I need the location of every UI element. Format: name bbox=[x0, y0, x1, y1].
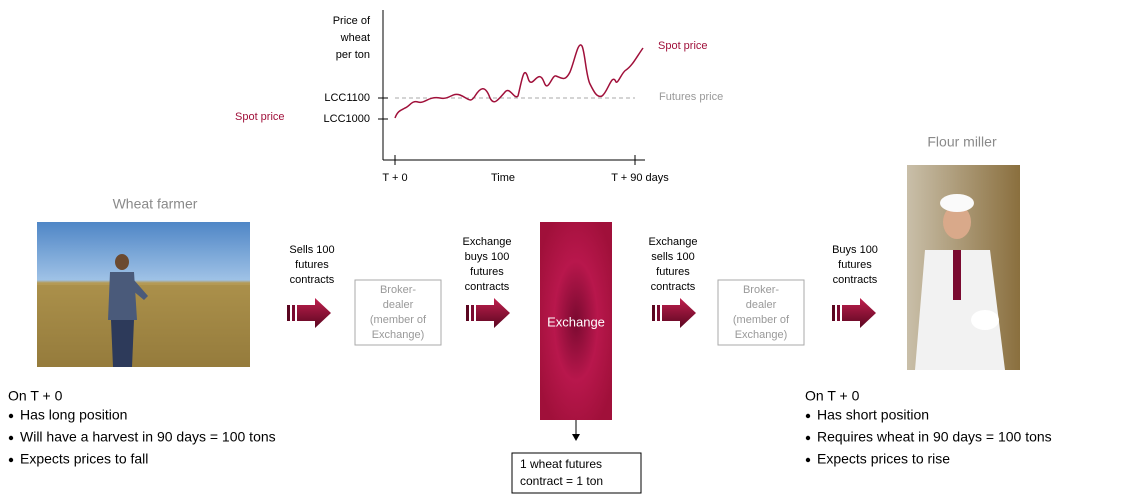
broker-labels: Broker-dealer (member of Exchange) Broker-d… bbox=[370, 284, 790, 341]
futures-price-label: Futures price bbox=[659, 91, 723, 103]
note-box bbox=[511, 452, 642, 494]
bullet bbox=[805, 457, 811, 463]
price-chart: Price of wheat per ton LCC1100 LCC1000 S… bbox=[235, 10, 723, 184]
flow-text: Exchange bbox=[649, 236, 698, 248]
broker-box bbox=[717, 279, 805, 346]
farmer-photo bbox=[37, 222, 250, 367]
broker-text: Broker- bbox=[743, 284, 779, 296]
broker-text: Exchange) bbox=[735, 329, 788, 341]
y-label: per ton bbox=[336, 49, 370, 61]
flow-text: buys 100 bbox=[465, 251, 510, 263]
farmer-bullets: Has long position Will have a harvest in … bbox=[8, 407, 276, 467]
flow-text: Exchange bbox=[463, 236, 512, 248]
spot-price-curve bbox=[394, 44, 644, 119]
flow-arrow bbox=[832, 298, 876, 328]
bullet bbox=[8, 413, 14, 419]
flow-arrow bbox=[287, 298, 331, 328]
y-label: Price of bbox=[333, 15, 371, 27]
flow-text: contracts bbox=[651, 281, 696, 293]
bullet bbox=[8, 457, 14, 463]
flow-text: sells 100 bbox=[651, 251, 694, 263]
bullet-text: Expects prices to rise bbox=[817, 451, 950, 467]
broker-text: (member of bbox=[733, 314, 790, 326]
flow-text: contracts bbox=[290, 274, 335, 286]
flow-text: Buys 100 bbox=[832, 244, 878, 256]
x-label: T + 0 bbox=[382, 172, 407, 184]
exchange-box bbox=[540, 222, 612, 420]
note-text: contract = 1 ton bbox=[520, 474, 603, 488]
spot-price-label: Spot price bbox=[658, 40, 708, 52]
miller-heading: On T + 0 bbox=[805, 388, 860, 404]
flow-text: contracts bbox=[833, 274, 878, 286]
miller-bullets: Has short position Requires wheat in 90 d… bbox=[805, 407, 1052, 467]
y-label: wheat bbox=[340, 32, 370, 44]
farmer-title: Wheat farmer bbox=[113, 196, 198, 212]
flow-arrow bbox=[652, 298, 696, 328]
flow-text: contracts bbox=[465, 281, 510, 293]
flow-arrow bbox=[466, 298, 510, 328]
broker-text: dealer bbox=[383, 299, 414, 311]
bullet-text: Expects prices to fall bbox=[20, 451, 148, 467]
broker-text: Exchange) bbox=[372, 329, 425, 341]
farmer-heading: On T + 0 bbox=[8, 388, 63, 404]
flow-text: futures bbox=[838, 259, 872, 271]
x-label: Time bbox=[491, 172, 515, 184]
tick-label: LCC1000 bbox=[324, 113, 370, 125]
flow-text: futures bbox=[470, 266, 504, 278]
bullet bbox=[805, 413, 811, 419]
broker-text: (member of bbox=[370, 314, 427, 326]
flow-text: futures bbox=[295, 259, 329, 271]
bullet-text: Has long position bbox=[20, 407, 127, 423]
x-label: T + 90 days bbox=[611, 172, 669, 184]
bullet bbox=[8, 435, 14, 441]
flow-text: futures bbox=[656, 266, 690, 278]
bullet-text: Will have a harvest in 90 days = 100 ton… bbox=[20, 429, 276, 445]
miller-photo bbox=[907, 165, 1020, 370]
bullet-text: Has short position bbox=[817, 407, 929, 423]
bullet-text: Requires wheat in 90 days = 100 tons bbox=[817, 429, 1052, 445]
broker-text: dealer bbox=[746, 299, 777, 311]
miller-title: Flour miller bbox=[927, 134, 997, 150]
spot-price-label: Spot price bbox=[235, 111, 285, 123]
broker-box bbox=[354, 279, 442, 346]
flow-labels: Sells 100 futures contracts Exchange buys 10… bbox=[289, 236, 878, 293]
bullet bbox=[805, 435, 811, 441]
tick-label: LCC1100 bbox=[324, 92, 370, 104]
broker-text: Broker- bbox=[380, 284, 416, 296]
connector-head bbox=[572, 434, 580, 441]
exchange-label: Exchange bbox=[547, 314, 605, 329]
note-text: 1 wheat futures bbox=[520, 457, 602, 471]
flow-text: Sells 100 bbox=[289, 244, 334, 256]
